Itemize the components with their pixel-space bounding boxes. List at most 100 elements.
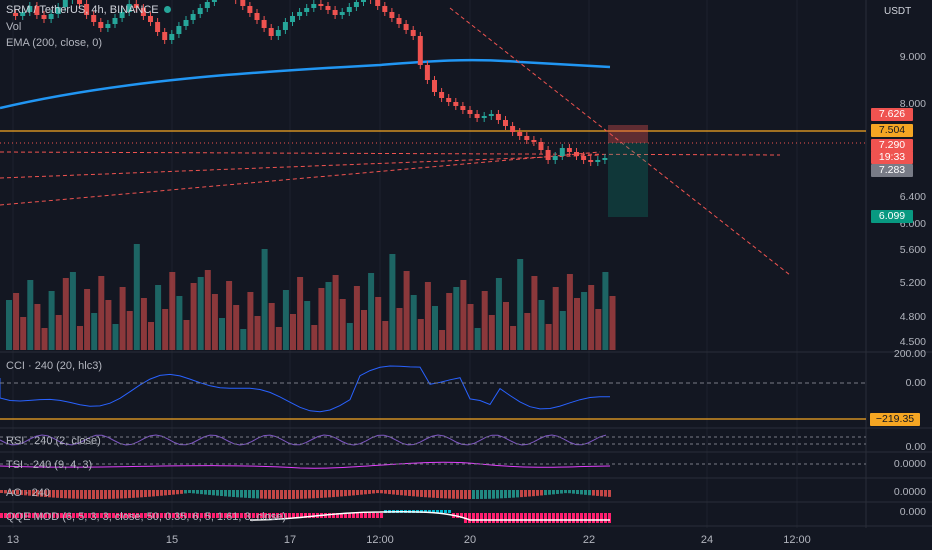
volume-bar: [375, 297, 382, 350]
symbol-legend[interactable]: SRM / TetherUS, 4h, BINANCE: [6, 4, 171, 16]
qqe-bar: [528, 513, 531, 523]
trendline-dashed: [0, 151, 601, 206]
volume-bar: [119, 287, 126, 350]
qqe-bar: [52, 513, 55, 518]
candle-body: [361, 0, 366, 2]
volume-bar: [176, 296, 183, 350]
ao-bar: [412, 490, 415, 497]
qqe-bar: [520, 513, 523, 523]
volume-bar: [162, 309, 169, 350]
candle-body: [332, 10, 338, 15]
ao-bar: [0, 490, 3, 493]
qqe-bar: [356, 513, 359, 518]
bar-countdown-tag: 19:33: [871, 151, 913, 164]
ema-legend[interactable]: EMA (200, close, 0): [6, 37, 102, 49]
candle-body: [566, 148, 572, 152]
qqe-bar: [244, 513, 247, 518]
ao-bar: [244, 490, 247, 498]
qqe-bar: [192, 513, 195, 518]
candle-body: [62, 0, 68, 7]
cci-legend[interactable]: CCI · 240 (20, hlc3): [6, 360, 102, 372]
volume-bar: [69, 272, 76, 350]
volume-bar: [219, 318, 225, 350]
tsi-line: [0, 461, 611, 469]
candle-body: [48, 14, 54, 19]
ao-bar: [396, 490, 399, 495]
qqe-bar: [128, 513, 131, 518]
ao-bar: [532, 490, 535, 497]
qqe-bar: [56, 513, 59, 518]
qqe-bar: [144, 513, 147, 518]
volume-bar: [112, 324, 119, 350]
volume-bar: [84, 289, 91, 350]
ao-bar: [500, 490, 503, 499]
candle-body: [453, 102, 459, 106]
qqe-bar: [512, 513, 515, 523]
ao-bar: [4, 490, 7, 494]
volume-bar: [495, 278, 502, 350]
ao-bar: [600, 490, 603, 497]
tsi-legend[interactable]: TSI · 240 (9, 4, 3): [6, 459, 93, 471]
price-tick: 8.000: [899, 98, 926, 110]
candle-body: [559, 148, 565, 156]
volume-bar: [304, 301, 311, 350]
qqe-bar: [536, 513, 539, 523]
qqe-bar: [156, 513, 159, 518]
ao-bar: [596, 490, 599, 496]
ao-bar: [480, 490, 483, 499]
candle-body: [190, 14, 196, 20]
volume-bar: [538, 300, 545, 350]
qqe-bar: [460, 513, 463, 518]
ao-bar: [76, 490, 79, 499]
qqe-bar: [160, 513, 163, 518]
qqe-bar: [584, 513, 587, 523]
qqe-legend[interactable]: QQE MOD (6, 5, 3, 3, close, 50, 0.35, 6,…: [6, 511, 287, 523]
price-tick: 5.200: [899, 277, 926, 289]
volume-bar: [148, 322, 154, 350]
volume-bar: [34, 304, 41, 350]
volume-bar: [382, 321, 389, 350]
ao-bar: [260, 490, 263, 499]
candle-body: [424, 65, 430, 80]
volume-bar: [361, 310, 367, 350]
vol-legend[interactable]: Vol: [6, 21, 22, 33]
ao-bar: [252, 490, 255, 499]
volume-bar: [275, 327, 282, 350]
ao-bar: [24, 490, 27, 496]
ao-bar: [420, 490, 423, 497]
qqe-bar: [336, 513, 339, 518]
ao-legend[interactable]: AO · 240: [6, 487, 51, 499]
qqe-bar: [96, 513, 99, 518]
ao-bar: [124, 490, 127, 499]
position-target-zone: [608, 143, 648, 217]
candle-body: [204, 2, 210, 8]
ao-bar: [392, 490, 395, 495]
candle-body: [467, 110, 473, 114]
qqe-bar: [92, 513, 95, 518]
currency-label[interactable]: USDT: [884, 6, 912, 17]
qqe-bar: [448, 510, 451, 513]
qqe-bar: [600, 513, 603, 523]
candle-body: [105, 24, 111, 28]
ao-bar: [88, 490, 91, 499]
rsi-tick: 0.00: [905, 441, 926, 453]
ao-bar: [140, 490, 143, 498]
ao-bar: [280, 490, 283, 499]
volume-bar: [247, 292, 254, 350]
candle-body: [488, 114, 494, 116]
volume-bar: [432, 306, 438, 350]
qqe-bar: [140, 513, 143, 518]
rsi-legend[interactable]: RSI · 240 (2, close): [6, 435, 101, 447]
ao-bar: [364, 490, 367, 495]
ao-bar: [536, 490, 539, 496]
volume-bar: [48, 291, 55, 350]
volume-bar: [55, 315, 62, 350]
candle-body: [268, 28, 274, 36]
volume-bar: [311, 325, 318, 350]
qqe-bar: [232, 513, 235, 518]
candle-body: [275, 30, 281, 36]
high-price-tag: 7.626: [871, 108, 913, 121]
qqe-bar: [268, 513, 271, 518]
volume-bar: [13, 293, 20, 350]
